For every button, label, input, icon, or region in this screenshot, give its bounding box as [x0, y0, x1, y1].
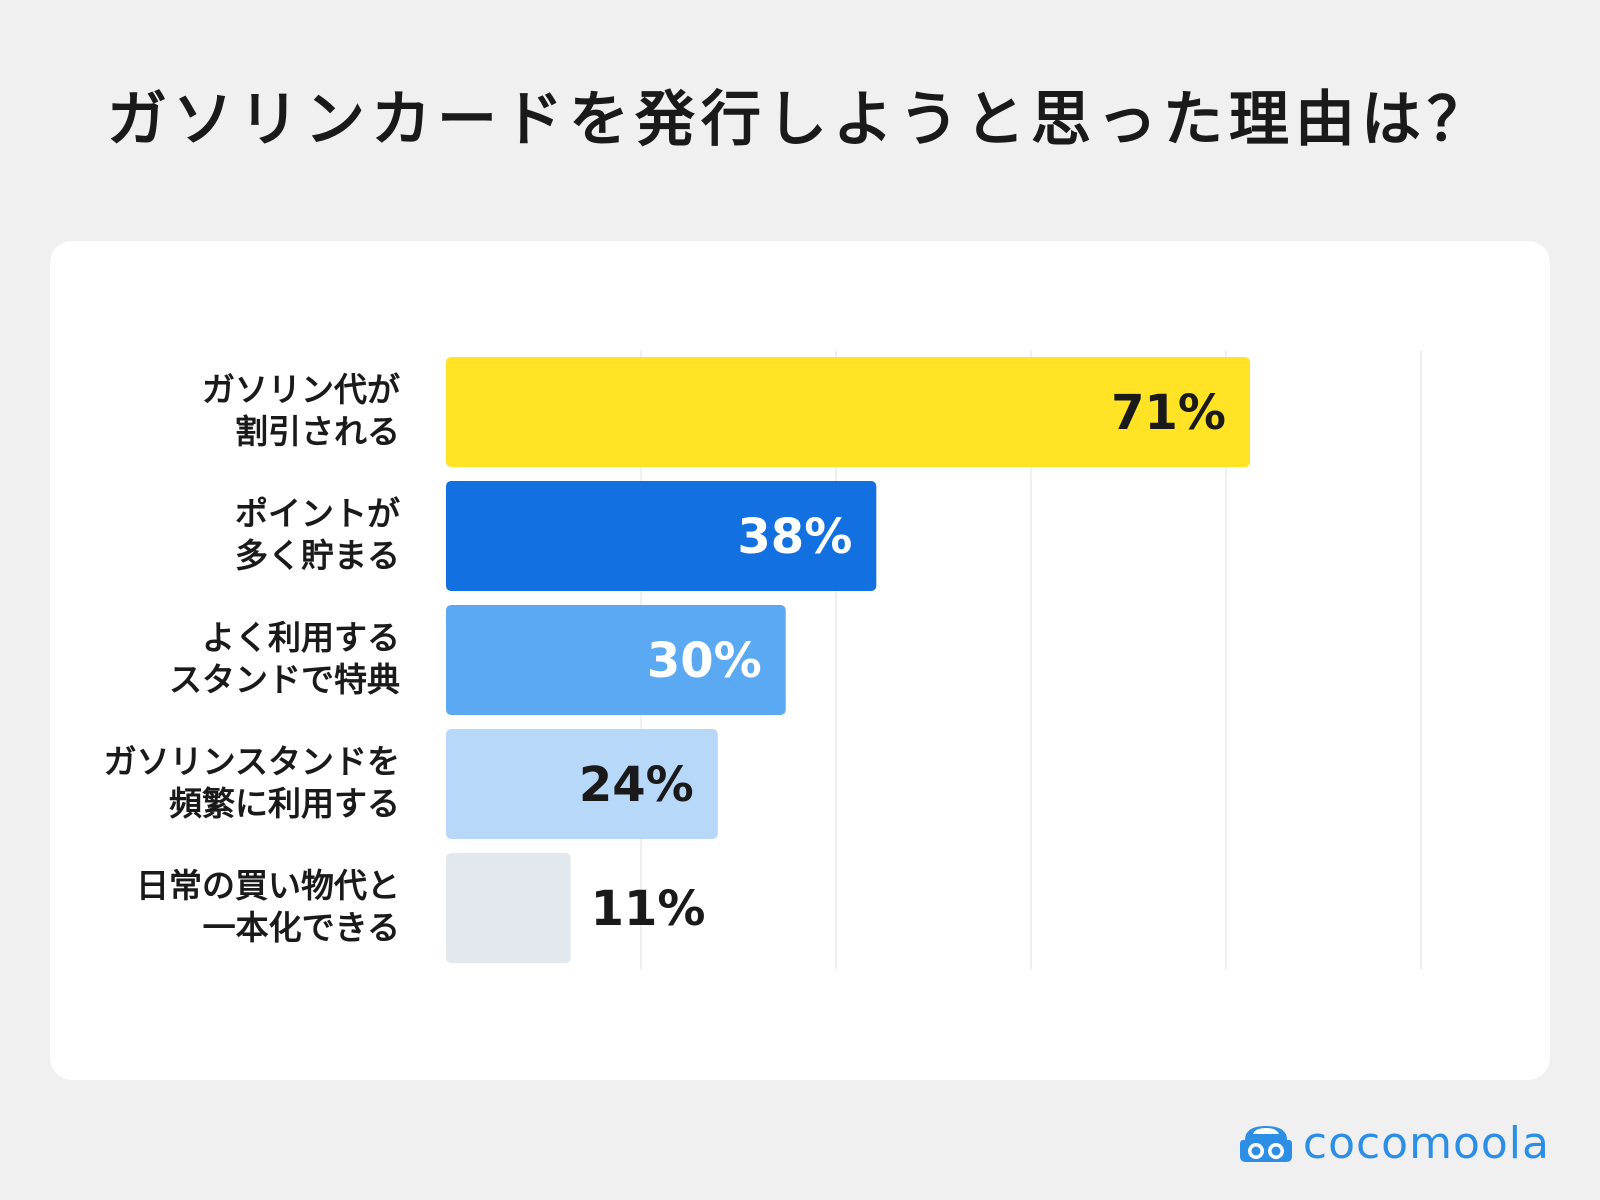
category-labels: ガソリン代が割引されるポイントが多く貯まるよく利用するスタンドで特典ガソリンスタ…	[104, 370, 400, 947]
value-labels: 71% 38% 30% 24% 11%	[579, 385, 1226, 937]
chart-title: ガソリンカードを発行しようと思った理由は？	[107, 85, 1493, 155]
category-label: 割引される	[235, 412, 400, 451]
category-label: 日常の買い物代と	[136, 866, 400, 905]
category-label: 一本化できる	[203, 908, 400, 947]
category-label: ガソリン代が	[202, 370, 400, 409]
value-label: 24%	[579, 757, 694, 813]
category-label: ポイントが	[235, 494, 400, 533]
bar	[446, 481, 877, 591]
category-label: スタンドで特典	[169, 660, 400, 699]
value-label: 30%	[647, 633, 762, 689]
category-label: 多く貯まる	[235, 536, 400, 575]
bar	[446, 729, 718, 839]
value-label: 11%	[591, 881, 706, 937]
brand-name: cocomoola	[1302, 1118, 1550, 1169]
value-label: 71%	[1111, 385, 1226, 441]
bar	[446, 605, 786, 715]
bar-group	[446, 357, 1250, 963]
category-label: ガソリンスタンドを	[104, 742, 400, 781]
car-face-icon	[1239, 1126, 1292, 1162]
category-label: 頻繁に利用する	[169, 784, 400, 823]
bar	[446, 357, 1250, 467]
bar	[446, 853, 571, 963]
bar-chart: ガソリン代が割引されるポイントが多く貯まるよく利用するスタンドで特典ガソリンスタ…	[104, 351, 1422, 969]
value-label: 38%	[737, 509, 852, 565]
chart-card: ガソリン代が 割引されるポイントが 多く貯まるよく利用する スタンドで特典ガソリンスタ…	[50, 241, 1550, 1080]
brand-logo: cocomoola	[1239, 1116, 1550, 1172]
category-label: よく利用する	[202, 618, 400, 657]
